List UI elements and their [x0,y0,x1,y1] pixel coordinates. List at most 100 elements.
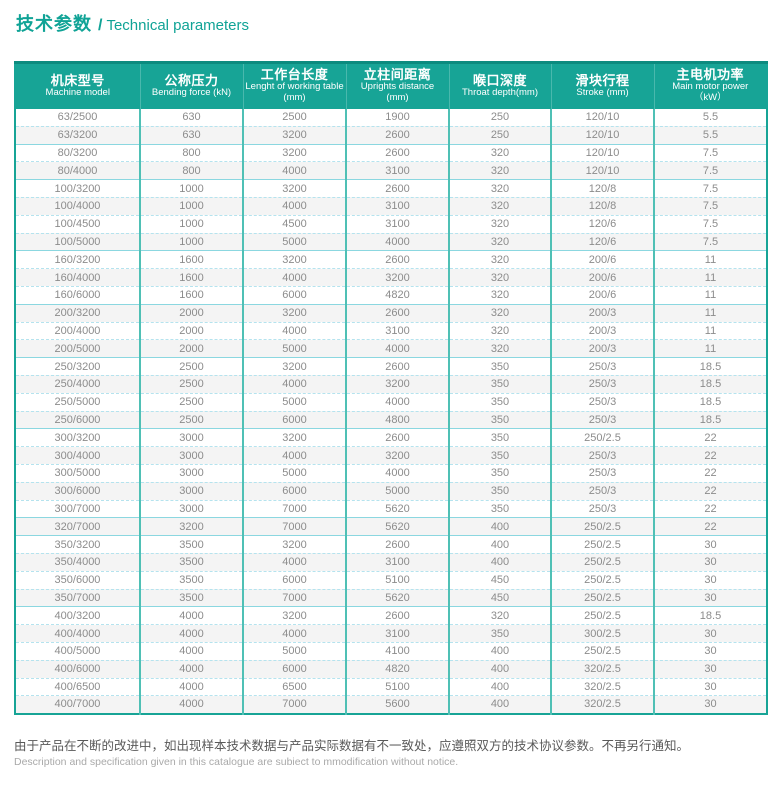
table-cell: 3200 [345,268,449,287]
column-header-cn: 立柱间距离 [363,67,432,83]
table-row: 250/6000 2500 6000 4800 350 250/3 18.5 [15,410,767,429]
table-cell: 250/2.5 [550,517,654,536]
table-cell: 320 [448,606,551,625]
table-cell: 5000 [345,481,449,501]
table-cell: 5600 [345,695,449,714]
table-cell: 120/8 [550,179,654,198]
table-cell: 630 [139,125,243,145]
table-row: 63/2500 630 2500 1900 250 120/10 5.5 [15,108,767,127]
table-cell: 4000 [345,232,449,251]
table-cell: 7000 [242,517,346,536]
table-row: 350/3200 3500 3200 2600 400 250/2.5 30 [15,535,767,554]
table-cell: 2500 [139,374,243,394]
table-cell: 1600 [139,268,243,287]
table-cell: 3500 [139,535,243,554]
table-row: 100/4000 1000 4000 3100 320 120/8 7.5 [15,196,767,216]
footer-note-cn: 由于产品在不断的改进中，如出现样本技术数据与产品实际数据有不一致处，应遵照双方的… [14,738,690,753]
table-cell: 5000 [242,463,346,483]
table-cell: 250/3 [550,499,654,518]
table-cell: 320 [448,161,551,180]
column-header-en: Uprights distance [360,81,435,93]
machine-model-cell: 160/3200 [15,250,140,269]
table-cell: 3500 [139,588,243,607]
table-cell: 450 [448,588,551,607]
footer-note-en: Description and specification given in t… [14,755,459,768]
machine-model-cell: 80/4000 [15,161,140,180]
table-cell: 3200 [242,125,346,145]
table-cell: 320 [448,143,551,162]
table-cell: 2600 [345,428,449,447]
column-header-cn: 主电机功率 [676,67,744,83]
table-cell: 6500 [242,677,346,696]
table-cell: 200/3 [550,321,654,340]
machine-model-cell: 400/6500 [15,677,140,696]
table-cell: 18.5 [653,606,767,625]
table-cell: 120/10 [550,161,654,180]
table-cell: 250 [448,108,551,127]
machine-model-cell: 63/3200 [15,125,140,145]
machine-model-cell: 160/4000 [15,268,140,287]
table-cell: 18.5 [653,392,767,412]
table-cell: 200/6 [550,285,654,305]
table-cell: 5.5 [653,108,767,127]
machine-model-cell: 350/6000 [15,570,140,590]
table-cell: 350 [448,499,551,518]
column-header-cn: 公称压力 [164,72,219,88]
table-cell: 4000 [242,624,346,643]
table-cell: 250/3 [550,463,654,483]
table-cell: 350 [448,410,551,429]
table-body: 63/2500 630 2500 1900 250 120/10 5.5 63/3200 630… [15,108,767,714]
table-cell: 5000 [242,641,346,661]
table-cell: 2000 [139,339,243,358]
machine-model-cell: 300/7000 [15,499,140,518]
table-cell: 3000 [139,463,243,483]
table-cell: 400 [448,517,551,536]
table-cell: 320 [448,250,551,269]
machine-model-cell: 200/5000 [15,339,140,358]
page-title-cn: 技术参数 [16,14,92,34]
table-cell: 4000 [345,463,449,483]
column-header-en: Machine model [45,86,110,98]
table-cell: 3500 [139,552,243,572]
table-cell: 3200 [242,143,346,162]
table-cell: 5620 [345,517,449,536]
table-cell: 320 [448,179,551,198]
table-cell: 120/6 [550,214,654,234]
table-cell: 22 [653,481,767,501]
table-cell: 7.5 [653,196,767,216]
table-cell: 3200 [242,179,346,198]
table-cell: 200/6 [550,250,654,269]
table-cell: 7.5 [653,143,767,162]
table-cell: 400 [448,677,551,696]
table-cell: 2600 [345,125,449,145]
table-cell: 250/2.5 [550,552,654,572]
page-title-divider: / [98,17,103,34]
table-cell: 4000 [139,624,243,643]
machine-model-cell: 400/4000 [15,624,140,643]
table-cell: 250/3 [550,374,654,394]
table-cell: 250/3 [550,357,654,376]
table-cell: 11 [653,303,767,323]
table-cell: 4000 [139,641,243,661]
machine-model-cell: 300/6000 [15,481,140,501]
table-cell: 120/10 [550,143,654,162]
table-cell: 7000 [242,695,346,714]
table-cell: 400 [448,535,551,554]
table-row: 160/4000 1600 4000 3200 320 200/6 11 [15,268,767,287]
table-cell: 6000 [242,659,346,678]
table-cell: 4000 [242,321,346,340]
table-cell: 4000 [139,695,243,714]
machine-model-cell: 160/6000 [15,285,140,305]
table-header: 机床型号 Machine model 公称压力 Bending force (kN) 工… [15,61,767,109]
table-cell: 1000 [139,214,243,234]
machine-model-cell: 250/6000 [15,410,140,429]
table-cell: 3100 [345,552,449,572]
machine-model-cell: 300/3200 [15,428,140,447]
table-cell: 350 [448,463,551,483]
table-cell: 11 [653,321,767,340]
machine-model-cell: 400/6000 [15,659,140,678]
table-cell: 18.5 [653,374,767,394]
table-cell: 250/2.5 [550,606,654,625]
table-cell: 2600 [345,250,449,269]
table-cell: 400 [448,552,551,572]
